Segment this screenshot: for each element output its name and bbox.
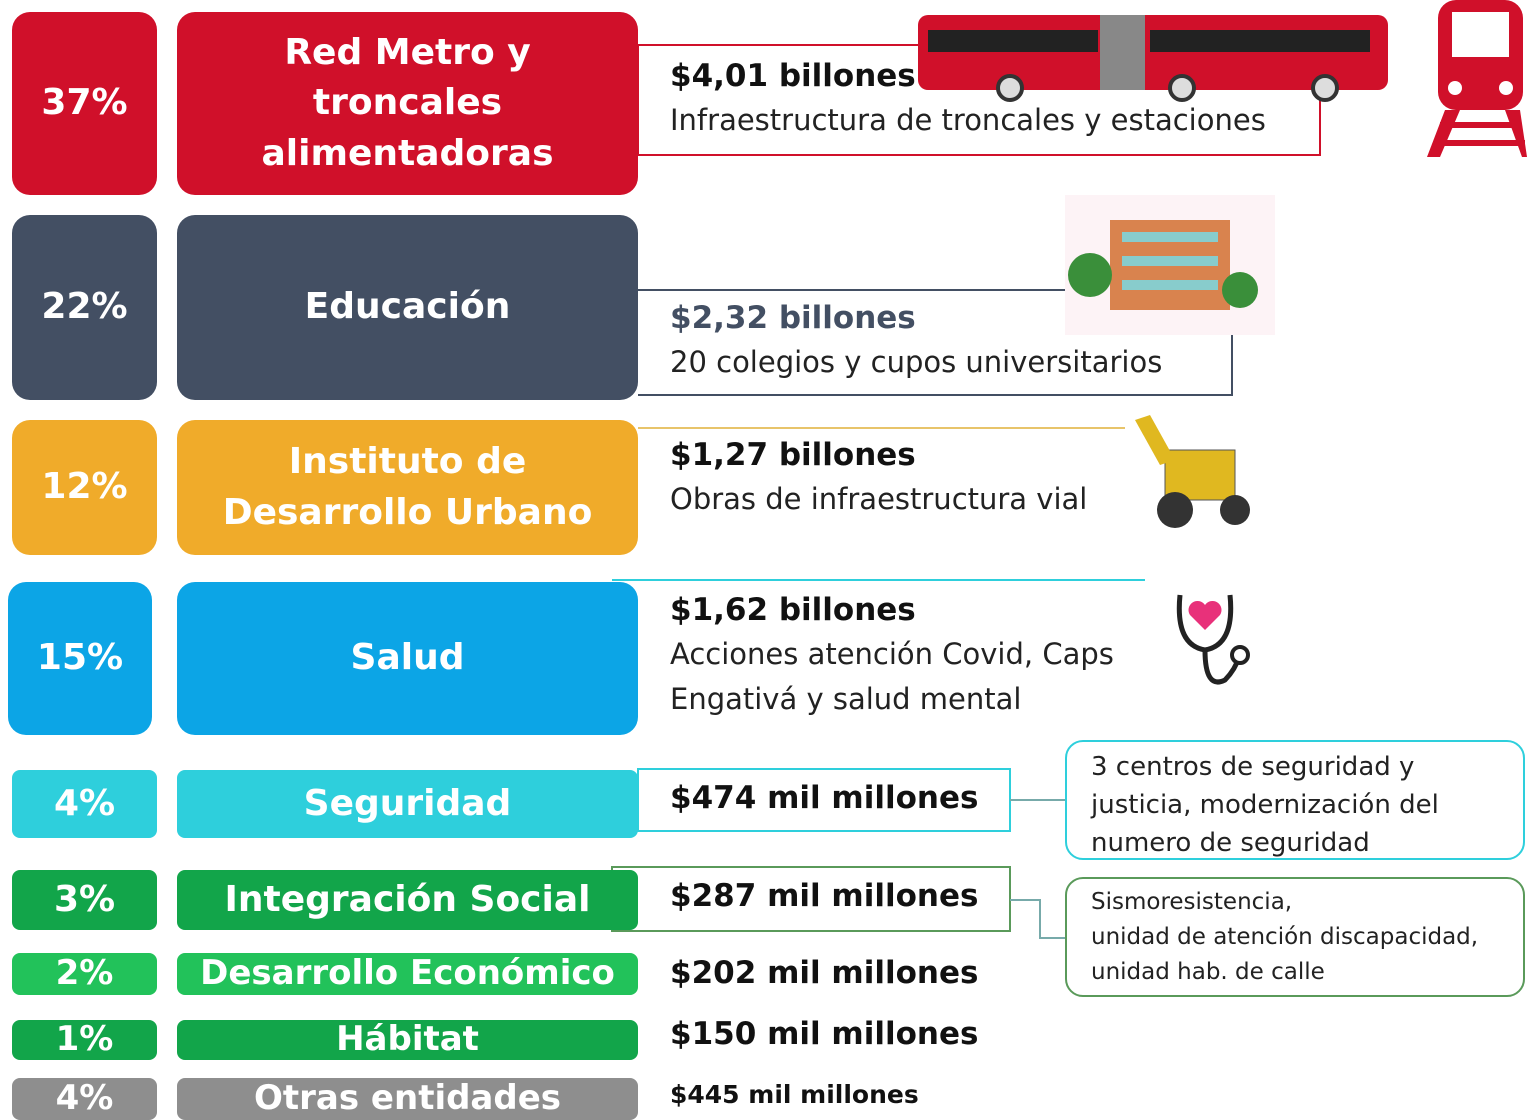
note-line: unidad hab. de calle [1091, 955, 1499, 990]
side-note: Sismoresistencia,unidad de atención disc… [1065, 877, 1525, 997]
category-box: Seguridad [177, 770, 638, 838]
note-line: 3 centros de seguridad y [1091, 748, 1499, 786]
amount: $1,62 billones [670, 592, 916, 628]
note-line: justicia, modernización del [1091, 786, 1499, 824]
detail: Infraestructura de troncales y estacione… [670, 98, 1330, 143]
note-line: numero de seguridad [1091, 824, 1499, 862]
category-box: Desarrollo Económico [177, 953, 638, 995]
detail: Acciones atención Covid, Caps Engativá y… [670, 632, 1140, 722]
amount: $287 mil millones [670, 878, 978, 914]
detail: Obras de infraestructura vial [670, 477, 1330, 522]
percent-box: 2% [12, 953, 157, 995]
train-icon [1427, 0, 1527, 157]
amount: $4,01 billones [670, 58, 916, 94]
amount: $474 mil millones [670, 780, 978, 816]
amount: $2,32 billones [670, 300, 916, 336]
excavator-icon [1125, 405, 1265, 545]
amount: $1,27 billones [670, 437, 916, 473]
amount: $202 mil millones [670, 955, 978, 991]
percent-box: 15% [8, 582, 152, 735]
percent-box: 4% [12, 770, 157, 838]
amount: $445 mil millones [670, 1080, 919, 1109]
percent-box: 1% [12, 1020, 157, 1060]
school-icon [1065, 195, 1275, 335]
category-box: Salud [177, 582, 638, 735]
percent-box: 12% [12, 420, 157, 555]
percent-box: 37% [12, 12, 157, 195]
stethoscope-icon [1145, 572, 1273, 697]
percent-box: 22% [12, 215, 157, 400]
percent-box: 3% [12, 870, 157, 930]
category-box: Otras entidades [177, 1078, 638, 1120]
note-line: Sismoresistencia, [1091, 885, 1499, 920]
page: 37%Red Metro y troncales alimentadoras $4… [0, 0, 1527, 1115]
category-box: Hábitat [177, 1020, 638, 1060]
percent-box: 4% [12, 1078, 157, 1120]
detail: 20 colegios y cupos universitarios [670, 340, 1330, 385]
amount: $150 mil millones [670, 1016, 978, 1052]
note-line: unidad de atención discapacidad, [1091, 920, 1499, 955]
bus-icon [918, 15, 1388, 100]
category-box: Educación [177, 215, 638, 400]
category-box: Instituto de Desarrollo Urbano [177, 420, 638, 555]
category-box: Integración Social [177, 870, 638, 930]
category-box: Red Metro y troncales alimentadoras [177, 12, 638, 195]
